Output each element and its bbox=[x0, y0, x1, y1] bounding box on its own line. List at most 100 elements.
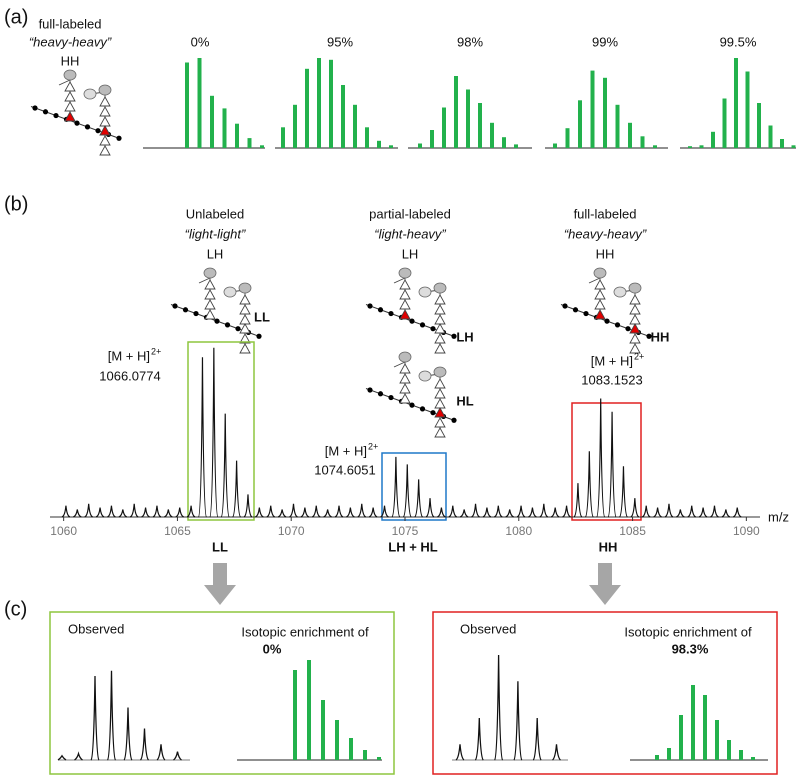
icon-sugar bbox=[238, 282, 252, 294]
bar bbox=[653, 145, 657, 148]
peak bbox=[455, 744, 465, 761]
peak bbox=[107, 505, 116, 518]
bar bbox=[565, 128, 570, 148]
bar bbox=[768, 125, 773, 148]
ion-label: [M + H] bbox=[325, 443, 367, 458]
icon-stem bbox=[393, 361, 406, 368]
bar bbox=[688, 146, 692, 148]
peak bbox=[539, 503, 549, 518]
bar bbox=[317, 58, 321, 148]
icon-triangle bbox=[434, 294, 446, 305]
peak bbox=[676, 509, 685, 518]
bar bbox=[430, 130, 434, 148]
icon-triangle bbox=[629, 333, 641, 344]
ion-label: [M + H] bbox=[591, 353, 633, 368]
highlight-box bbox=[381, 452, 447, 521]
peak bbox=[584, 451, 594, 518]
icon-label: HH bbox=[651, 329, 670, 344]
icon-dot bbox=[214, 318, 220, 324]
peak bbox=[175, 507, 184, 518]
peak bbox=[209, 347, 219, 518]
bar bbox=[791, 145, 796, 148]
peak bbox=[255, 507, 264, 518]
peak bbox=[289, 503, 298, 518]
icon-dot bbox=[116, 135, 122, 141]
bar bbox=[590, 70, 595, 148]
bar bbox=[281, 127, 285, 148]
icon-triangle bbox=[629, 304, 641, 315]
icon-triangle bbox=[204, 299, 216, 310]
icon-dot bbox=[604, 318, 610, 324]
icon-triangle bbox=[239, 333, 251, 344]
peak bbox=[482, 507, 492, 518]
peak bbox=[664, 503, 674, 518]
peak bbox=[721, 509, 731, 518]
bar bbox=[377, 757, 381, 760]
peak bbox=[368, 507, 378, 518]
icon-dot bbox=[388, 310, 394, 317]
icon-triangle bbox=[399, 383, 411, 394]
icon-caption: full-labeled bbox=[39, 16, 102, 31]
icon-dot bbox=[42, 109, 49, 115]
bar bbox=[466, 89, 470, 148]
peak bbox=[494, 505, 503, 518]
icon-dot bbox=[409, 318, 415, 324]
chart-title: 95% bbox=[327, 34, 353, 49]
peak bbox=[552, 744, 561, 761]
peak bbox=[311, 505, 321, 518]
peak bbox=[505, 509, 514, 518]
icon-dot bbox=[84, 124, 91, 130]
icon-dot bbox=[224, 322, 231, 328]
bar bbox=[418, 143, 422, 148]
bar bbox=[727, 740, 731, 760]
peak bbox=[173, 751, 182, 761]
icon-triangle bbox=[399, 289, 411, 300]
peak bbox=[139, 728, 150, 761]
observed-label: Observed bbox=[460, 621, 516, 636]
icon-triangle bbox=[399, 393, 411, 404]
icon-sugar bbox=[613, 286, 627, 298]
peak bbox=[573, 483, 583, 518]
icon-dot bbox=[430, 410, 436, 416]
group-caption: LH bbox=[402, 246, 419, 261]
peak bbox=[425, 498, 435, 518]
charge-label: 2+ bbox=[368, 441, 378, 451]
icon-triangle bbox=[594, 289, 606, 300]
peak bbox=[90, 675, 100, 761]
peak bbox=[687, 505, 697, 518]
icon-sugar bbox=[418, 286, 432, 298]
bar bbox=[757, 103, 761, 148]
icon-triangle bbox=[239, 323, 251, 334]
peak bbox=[698, 507, 708, 518]
icon-triangle bbox=[594, 299, 606, 310]
icon-triangle bbox=[99, 135, 111, 146]
bar bbox=[197, 58, 202, 148]
peak bbox=[448, 505, 458, 518]
chart-title: 0% bbox=[191, 34, 210, 49]
icon-label: LH bbox=[456, 329, 473, 344]
peak bbox=[459, 509, 469, 518]
bar bbox=[655, 755, 659, 760]
bar bbox=[553, 143, 557, 148]
observed-label: Observed bbox=[68, 621, 124, 636]
peak bbox=[630, 498, 640, 518]
icon-triangle bbox=[239, 304, 251, 315]
icon-dot bbox=[235, 326, 241, 332]
chart-title: 99% bbox=[592, 34, 618, 49]
bar bbox=[185, 62, 189, 148]
icon-sugar bbox=[628, 282, 642, 294]
icon-triangle bbox=[399, 299, 411, 310]
bar bbox=[349, 738, 353, 760]
group-caption: “light-light” bbox=[185, 226, 246, 241]
bar bbox=[745, 71, 750, 148]
peak bbox=[164, 509, 173, 518]
icon-sugar bbox=[433, 282, 447, 294]
bar bbox=[711, 131, 715, 148]
peak bbox=[391, 456, 401, 518]
icon-sugar bbox=[418, 370, 432, 382]
bar bbox=[305, 68, 309, 148]
peak bbox=[710, 505, 719, 518]
icon-caption: HH bbox=[61, 53, 80, 68]
bar bbox=[751, 757, 755, 760]
peak bbox=[61, 505, 71, 518]
